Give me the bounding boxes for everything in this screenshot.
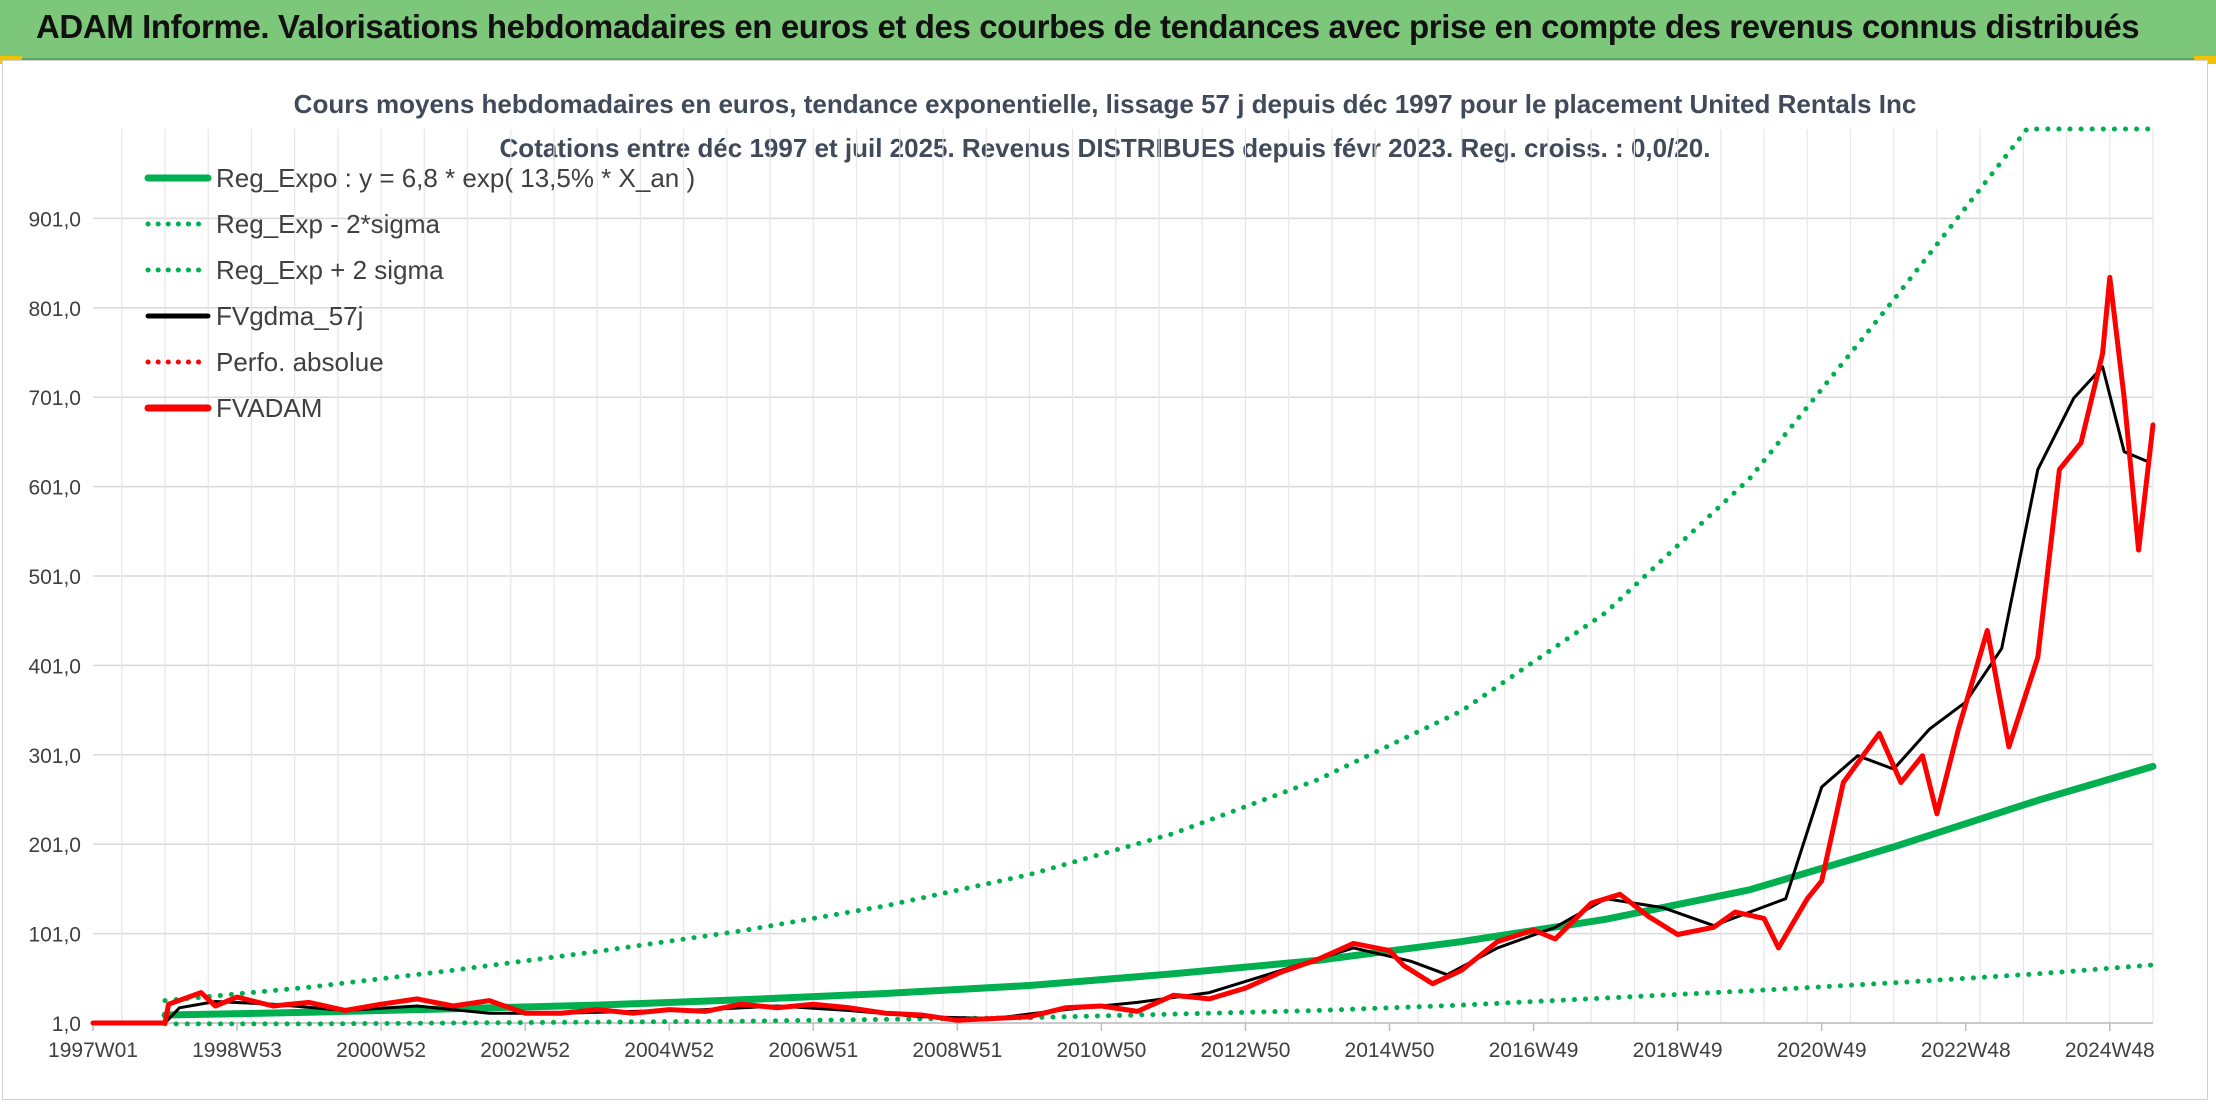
trend-chart: Cours moyens hebdomadaires en euros, ten…: [28, 89, 2157, 1062]
title-banner: ADAM Informe. Valorisations hebdomadaire…: [0, 0, 2216, 60]
x-tick-label: 2022W48: [1921, 1039, 2011, 1062]
y-tick-label: 1,0: [52, 1013, 81, 1036]
page-title: ADAM Informe. Valorisations hebdomadaire…: [36, 8, 2140, 45]
x-tick-label: 2008W51: [912, 1039, 1002, 1062]
grid-layer: [93, 129, 2154, 1024]
legend-item: FVgdma_57j: [145, 301, 363, 331]
series-line: [162, 962, 2156, 1027]
legend-label: FVgdma_57j: [216, 301, 363, 331]
y-tick-label: 901,0: [28, 208, 81, 231]
legend-item: Perfo. absolue: [145, 347, 384, 377]
axes-layer: 1,0 101,0 201,0 301,0 401,0 501,0 601,0 701,0 80…: [28, 208, 2154, 1062]
y-tick-label: 301,0: [28, 745, 81, 768]
chart-title: Cours moyens hebdomadaires en euros, ten…: [294, 89, 1917, 119]
x-tick-label: 2002W52: [480, 1039, 570, 1062]
x-tick-label: 2006W51: [768, 1039, 858, 1062]
x-tick-label: 2024W48: [2065, 1039, 2155, 1062]
y-tick-label: 601,0: [28, 477, 81, 500]
legend-label: Reg_Expo : y = 6,8 * exp( 13,5% * X_an ): [216, 163, 695, 193]
x-tick-label: 2014W50: [1345, 1039, 1435, 1062]
x-tick-label: 1998W53: [192, 1039, 282, 1062]
x-tick-label: 2010W50: [1056, 1039, 1146, 1062]
y-tick-label: 201,0: [28, 834, 81, 857]
legend-label: FVADAM: [216, 393, 322, 423]
legend-label: Reg_Exp - 2*sigma: [216, 209, 441, 239]
y-tick-label: 501,0: [28, 566, 81, 589]
legend-label: Perfo. absolue: [216, 347, 384, 377]
y-tick-label: 701,0: [28, 387, 81, 410]
y-tick-label: 101,0: [28, 924, 81, 947]
x-tick-label: 2004W52: [624, 1039, 714, 1062]
chart-subtitle: Cotations entre déc 1997 et juil 2025. R…: [500, 133, 1711, 163]
x-tick-label: 2012W50: [1200, 1039, 1290, 1062]
legend-item: FVADAM: [144, 393, 322, 423]
series-line: [161, 762, 2157, 1019]
x-tick-label: 2000W52: [336, 1039, 426, 1062]
chart-frame: Cours moyens hebdomadaires en euros, ten…: [2, 60, 2208, 1100]
series-line: [91, 365, 2148, 1025]
legend-item: Reg_Expo : y = 6,8 * exp( 13,5% * X_an ): [144, 163, 695, 193]
legend: Reg_Expo : y = 6,8 * exp( 13,5% * X_an )…: [144, 163, 695, 423]
series-layer: [90, 126, 2157, 1027]
legend-item: Reg_Exp - 2*sigma: [145, 209, 441, 239]
legend-label: Reg_Exp + 2 sigma: [216, 255, 444, 285]
x-tick-label: 1997W01: [48, 1039, 138, 1062]
y-tick-label: 401,0: [28, 655, 81, 678]
legend-item: Reg_Exp + 2 sigma: [145, 255, 444, 285]
x-tick-label: 2016W49: [1489, 1039, 1579, 1062]
series-line: [90, 274, 2156, 1026]
x-tick-label: 2018W49: [1633, 1039, 1723, 1062]
x-tick-label: 2020W49: [1777, 1039, 1867, 1062]
y-tick-label: 801,0: [28, 298, 81, 321]
